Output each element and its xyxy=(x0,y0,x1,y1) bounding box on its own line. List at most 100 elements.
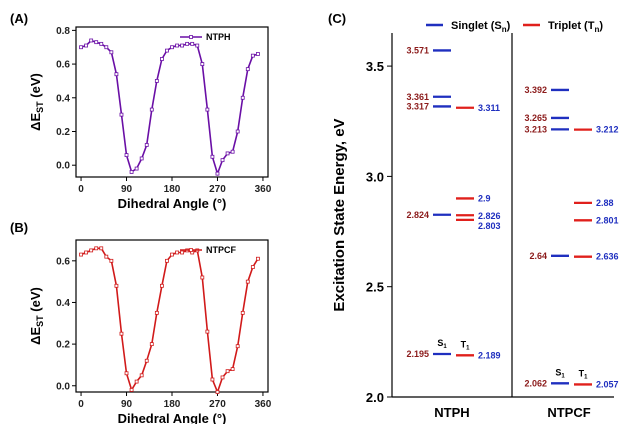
panel-b-data-point xyxy=(170,252,174,257)
panel-b-data-point xyxy=(165,258,169,263)
panel-b-x-tick-label: 0 xyxy=(78,399,84,410)
panel-b-data-point xyxy=(255,256,260,261)
panel-a-data-point xyxy=(129,170,134,174)
panel-a-x-tick-label: 0 xyxy=(78,184,84,195)
panel-b-data-point xyxy=(215,390,220,394)
panel-c-panel-label: (C) xyxy=(328,11,346,26)
panel-b-data-point xyxy=(114,283,119,288)
panel-c-ntpcf-t1-label: T1 xyxy=(579,368,589,380)
panel-c-ntpcf-left-value-label: 3.392 xyxy=(524,85,547,95)
panel-a-data-point xyxy=(99,41,104,46)
panel-b-data-point xyxy=(180,250,185,255)
panel-b-y-tick-label: 0.6 xyxy=(56,256,70,267)
panel-c-ntph-left-value-label: 3.317 xyxy=(406,101,429,111)
panel-a-data-point xyxy=(190,41,195,46)
panel-a-data-point xyxy=(144,143,149,147)
panel-a-y-tick-label: 0.2 xyxy=(56,127,70,138)
panel-c-ntph-t1-label: T1 xyxy=(461,339,471,351)
panel-a-y-axis-label: ΔEST (eV) xyxy=(28,73,45,131)
panel-c-ntpcf-right-value-label: 2.88 xyxy=(596,198,614,208)
panel-a-data-point xyxy=(195,43,200,48)
panel-a-data-point xyxy=(175,43,179,48)
panel-a-legend-marker xyxy=(189,35,193,39)
panel-b-data-point xyxy=(175,250,179,255)
panel-a-data-point xyxy=(124,153,129,157)
panel-a-data-point xyxy=(84,43,89,48)
panel-b-x-tick-label: 360 xyxy=(255,399,272,410)
panel-a-y-tick-label: 0.6 xyxy=(56,60,70,71)
panel-b-data-point xyxy=(104,254,109,259)
panel-c-y-axis-label: Excitation State Energy, eV xyxy=(331,118,348,311)
panel-c-legend-triplet-label: Triplet (Tn) xyxy=(548,20,603,34)
panel-b-panel-label: (B) xyxy=(10,220,28,235)
panel-b-data-point xyxy=(109,258,114,263)
panel-a-data-point xyxy=(165,48,169,53)
panel-a-data-point xyxy=(205,107,210,112)
panel-c-ntpcf-right-value-label: 2.636 xyxy=(596,252,619,262)
panel-a-y-tick-label: 0.4 xyxy=(56,93,70,104)
panel-a-data-point xyxy=(89,38,94,43)
panel-b-data-point xyxy=(230,367,235,371)
panel-b-y-axis-label: ΔEST (eV) xyxy=(28,287,45,345)
panel-c-legend-singlet-label: Singlet (Sn) xyxy=(451,20,511,34)
panel-b-data-point xyxy=(144,358,149,363)
panel-b-data-point xyxy=(235,344,240,349)
panel-b-data-point xyxy=(149,342,154,347)
panel-a-data-point xyxy=(235,129,240,134)
panel-b-data-point xyxy=(200,275,205,280)
panel-c-ntph-left-value-label: 3.361 xyxy=(406,92,429,102)
panel-b-y-tick-label: 0.0 xyxy=(56,381,70,392)
panel-c-y-tick-label: 2.5 xyxy=(366,280,384,295)
panel-b-legend-label: NTPCF xyxy=(206,245,236,255)
panel-a-data-point xyxy=(245,67,250,72)
panel-b-legend-marker xyxy=(189,248,193,252)
panel-c-ntph-right-value-label: 3.311 xyxy=(478,103,500,113)
panel-a-y-tick-label: 0.0 xyxy=(56,161,70,172)
panel-b-y-tick-label: 0.2 xyxy=(56,340,70,351)
panel-b-data-point xyxy=(205,329,210,334)
panel-b-data-point xyxy=(245,279,250,284)
panel-b-data-point xyxy=(139,373,144,378)
panel-a-series-line xyxy=(80,39,259,177)
panel-a-data-point xyxy=(215,171,220,176)
panel-a-data-point xyxy=(79,45,83,50)
panel-b-data-point xyxy=(124,371,129,376)
panel-c-ntph-s1-label: S1 xyxy=(437,338,447,350)
panel-b-x-tick-label: 90 xyxy=(121,399,133,410)
panel-a-data-point xyxy=(139,156,144,161)
panel-a-legend-label: NTPH xyxy=(206,32,231,42)
panel-c-y-tick-label: 2.0 xyxy=(366,390,384,405)
panel-c-ntph-right-value-label: 2.189 xyxy=(478,350,501,360)
panel-c-ntph-category-label: NTPH xyxy=(434,405,469,420)
panel-a-data-point xyxy=(225,151,230,156)
panel-b: (B) 0 90 180 270 360 0.0 0.2 0.4 0.6 Dihedral Angl… xyxy=(10,220,272,424)
panel-a-data-point xyxy=(200,62,205,66)
panel-a-data-point xyxy=(230,149,235,154)
panel-a-data-point xyxy=(250,53,255,58)
panel-c-ntph-right-value-label: 2.803 xyxy=(478,221,501,231)
panel-b-data-point xyxy=(79,252,83,257)
panel-b-data-point xyxy=(220,375,225,380)
panel-a-x-tick-label: 360 xyxy=(255,184,272,195)
panel-b-y-tick-label: 0.4 xyxy=(56,298,70,309)
panel-a-data-point xyxy=(159,57,164,61)
panel-c-ntpcf-left-value-label: 3.265 xyxy=(524,113,547,123)
panel-b-plot-frame xyxy=(75,239,269,393)
panel-a-data-point xyxy=(104,45,109,50)
panel-a-data-point xyxy=(180,43,185,48)
panel-b-data-point xyxy=(250,265,255,269)
panel-b-x-tick-label: 270 xyxy=(209,399,226,410)
panel-a-panel-label: (A) xyxy=(10,11,28,26)
panel-b-data-point xyxy=(99,246,104,251)
panel-c: (C) 2.0 2.5 3.0 3.5 Excitation State Energy, … xyxy=(328,11,619,420)
panel-b-data-point xyxy=(119,331,124,336)
panel-a-data-point xyxy=(94,40,99,45)
panel-a-data-point xyxy=(134,166,139,171)
panel-b-data-point xyxy=(240,310,245,315)
panel-c-ntph-left-value-label: 2.824 xyxy=(406,210,429,220)
panel-b-data-point xyxy=(129,388,134,392)
panel-a-data-point xyxy=(240,95,245,100)
panel-a-data-point xyxy=(210,154,215,159)
panel-b-data-point xyxy=(89,248,94,253)
panel-a-x-tick-label: 180 xyxy=(164,184,181,195)
